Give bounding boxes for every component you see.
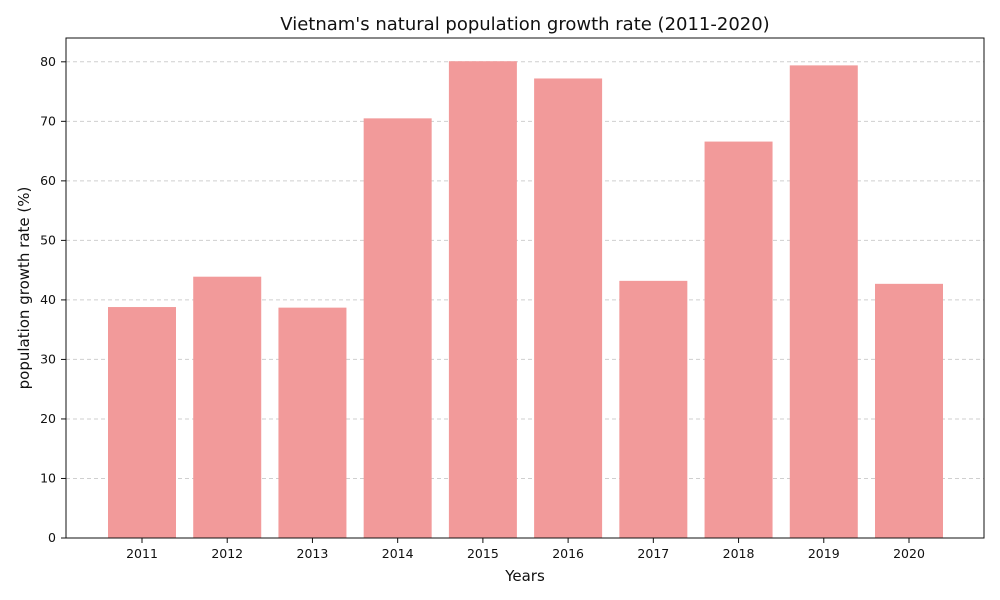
x-tick-label: 2017 — [637, 546, 669, 561]
y-tick-label: 50 — [40, 232, 56, 247]
x-tick-label: 2013 — [297, 546, 329, 561]
x-tick-label: 2016 — [552, 546, 584, 561]
bar — [789, 65, 858, 538]
bar — [534, 78, 603, 538]
y-tick-label: 40 — [40, 292, 56, 307]
bar — [875, 283, 943, 538]
x-ticks-layer: 2011 2012 2013 2014 2015 2016 2017 2018 2019 2020 — [126, 538, 925, 561]
bar — [704, 141, 773, 539]
x-axis-label: Years — [504, 567, 545, 585]
x-tick-label: 2015 — [467, 546, 499, 561]
bar — [448, 61, 517, 538]
x-tick-label: 2011 — [126, 546, 158, 561]
x-tick-label: 2019 — [808, 546, 840, 561]
y-tick-label: 80 — [40, 54, 56, 69]
y-tick-label: 20 — [40, 411, 56, 426]
bar — [278, 307, 347, 538]
y-tick-label: 70 — [40, 113, 56, 128]
x-tick-label: 2018 — [723, 546, 755, 561]
y-tick-label: 0 — [48, 530, 56, 545]
y-tick-label: 60 — [40, 173, 56, 188]
y-ticks-layer: 0 10 20 30 40 50 60 70 80 — [40, 54, 66, 545]
bars-layer — [108, 61, 943, 539]
chart-title: Vietnam's natural population growth rate… — [280, 14, 769, 35]
y-tick-label: 30 — [40, 351, 56, 366]
bar — [193, 276, 262, 538]
bar — [363, 118, 432, 538]
y-axis-label: population growth rate (%) — [15, 187, 33, 390]
bar — [619, 280, 688, 538]
x-tick-label: 2012 — [211, 546, 243, 561]
x-tick-label: 2020 — [893, 546, 925, 561]
x-tick-label: 2014 — [382, 546, 414, 561]
y-tick-label: 10 — [40, 470, 56, 485]
plot-frame — [65, 37, 985, 539]
bar — [108, 307, 176, 538]
